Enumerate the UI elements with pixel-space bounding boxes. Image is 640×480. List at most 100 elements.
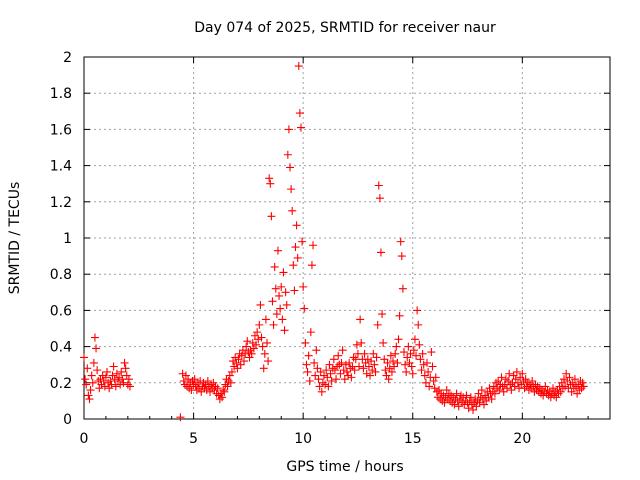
data-point: [464, 404, 473, 413]
data-point: [100, 382, 109, 391]
y-tick-label: 1.6: [50, 122, 72, 138]
data-point: [410, 335, 419, 344]
data-point: [396, 237, 405, 246]
data-point: [239, 357, 248, 366]
data-point: [332, 375, 341, 384]
data-point: [326, 369, 335, 378]
data-point: [341, 360, 350, 369]
chart-title: Day 074 of 2025, SRMTID for receiver nau…: [194, 20, 496, 36]
data-point: [272, 310, 281, 319]
data-point: [237, 351, 246, 360]
data-point: [406, 349, 415, 358]
data-point: [386, 351, 395, 360]
data-point: [311, 371, 320, 380]
data-point: [347, 373, 356, 382]
data-point: [499, 387, 508, 396]
data-point: [490, 389, 499, 398]
data-point: [382, 371, 391, 380]
data-point: [197, 387, 206, 396]
data-point: [381, 366, 390, 375]
data-point: [409, 346, 418, 355]
data-point: [218, 393, 227, 402]
data-point: [422, 358, 431, 367]
data-point: [578, 378, 587, 387]
data-point: [477, 386, 486, 395]
data-point: [101, 373, 110, 382]
data-point: [203, 376, 212, 385]
data-point: [176, 413, 185, 422]
data-point: [298, 237, 307, 246]
data-point: [245, 353, 254, 362]
data-point: [415, 340, 424, 349]
y-tick-label: 1.2: [50, 195, 72, 211]
data-point: [314, 375, 323, 384]
data-point: [324, 382, 333, 391]
data-point: [418, 349, 427, 358]
data-point: [402, 367, 411, 376]
data-point: [85, 395, 94, 404]
data-point: [83, 364, 92, 373]
data-point: [316, 367, 325, 376]
data-point: [89, 358, 98, 367]
data-point: [255, 320, 264, 329]
data-point: [495, 386, 504, 395]
data-point: [376, 248, 385, 257]
data-point: [283, 150, 292, 159]
data-point: [112, 369, 121, 378]
data-point: [372, 353, 381, 362]
data-point: [357, 338, 366, 347]
data-point: [103, 367, 112, 376]
data-point: [263, 338, 272, 347]
data-point: [307, 261, 316, 270]
data-point: [120, 358, 129, 367]
data-point: [440, 398, 449, 407]
data-point: [389, 357, 398, 366]
data-point: [260, 349, 269, 358]
data-point: [234, 355, 243, 364]
data-point: [475, 398, 484, 407]
data-point: [275, 291, 284, 300]
data-point: [368, 366, 377, 375]
data-point: [105, 384, 114, 393]
data-point: [291, 243, 300, 252]
data-point: [472, 402, 481, 411]
data-point: [179, 376, 188, 385]
data-point: [340, 375, 349, 384]
data-point: [421, 378, 430, 387]
data-point: [279, 268, 288, 277]
data-point: [273, 246, 282, 255]
data-point: [559, 375, 568, 384]
data-point: [352, 340, 361, 349]
data-point: [295, 109, 304, 118]
data-point: [391, 349, 400, 358]
data-point: [432, 387, 441, 396]
data-point: [290, 286, 299, 295]
data-point: [393, 358, 402, 367]
data-point: [395, 311, 404, 320]
data-point: [117, 367, 126, 376]
data-point: [360, 349, 369, 358]
data-point: [242, 342, 251, 351]
data-point: [355, 362, 364, 371]
y-tick-label: 2: [63, 50, 72, 66]
data-point: [528, 376, 537, 385]
data-point: [512, 367, 521, 376]
data-point: [450, 400, 459, 409]
data-point: [309, 241, 318, 250]
y-tick-label: 1: [63, 231, 72, 247]
data-point: [315, 382, 324, 391]
data-point: [196, 376, 205, 385]
data-point: [387, 367, 396, 376]
data-point: [430, 384, 439, 393]
data-point: [330, 366, 339, 375]
data-point: [281, 288, 290, 297]
data-point: [259, 364, 268, 373]
data-point: [296, 123, 305, 132]
data-point: [236, 360, 245, 369]
data-point: [405, 358, 414, 367]
data-point: [268, 297, 277, 306]
data-point: [565, 373, 574, 382]
ticks: 00.20.40.60.811.21.41.61.820 5 10 15 20: [50, 50, 611, 447]
